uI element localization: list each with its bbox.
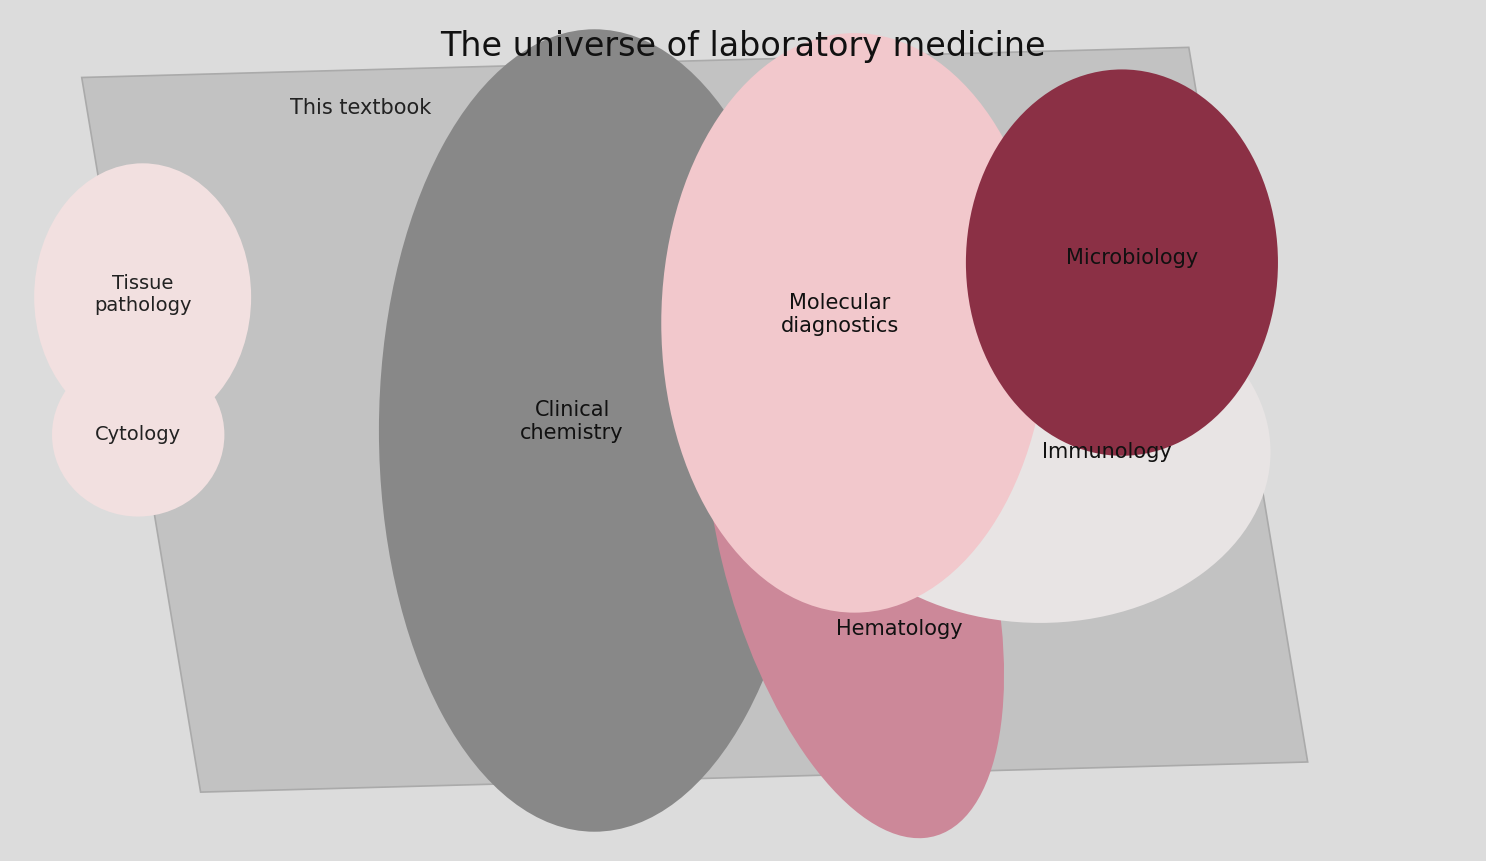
Text: Microbiology: Microbiology (1067, 248, 1198, 269)
Ellipse shape (379, 29, 810, 832)
Ellipse shape (704, 263, 1005, 839)
Ellipse shape (966, 70, 1278, 455)
Text: Molecular
diagnostics: Molecular diagnostics (780, 293, 899, 336)
Ellipse shape (52, 353, 224, 517)
Text: Immunology: Immunology (1042, 442, 1172, 462)
Text: Hematology: Hematology (835, 618, 963, 639)
Ellipse shape (34, 164, 251, 430)
Text: Tissue
pathology: Tissue pathology (94, 274, 192, 315)
Text: The universe of laboratory medicine: The universe of laboratory medicine (440, 30, 1046, 63)
Polygon shape (82, 47, 1308, 792)
Ellipse shape (810, 282, 1271, 623)
Text: This textbook: This textbook (290, 97, 431, 118)
Ellipse shape (661, 33, 1048, 613)
Text: Cytology: Cytology (95, 425, 181, 444)
Text: Clinical
chemistry: Clinical chemistry (520, 400, 624, 443)
